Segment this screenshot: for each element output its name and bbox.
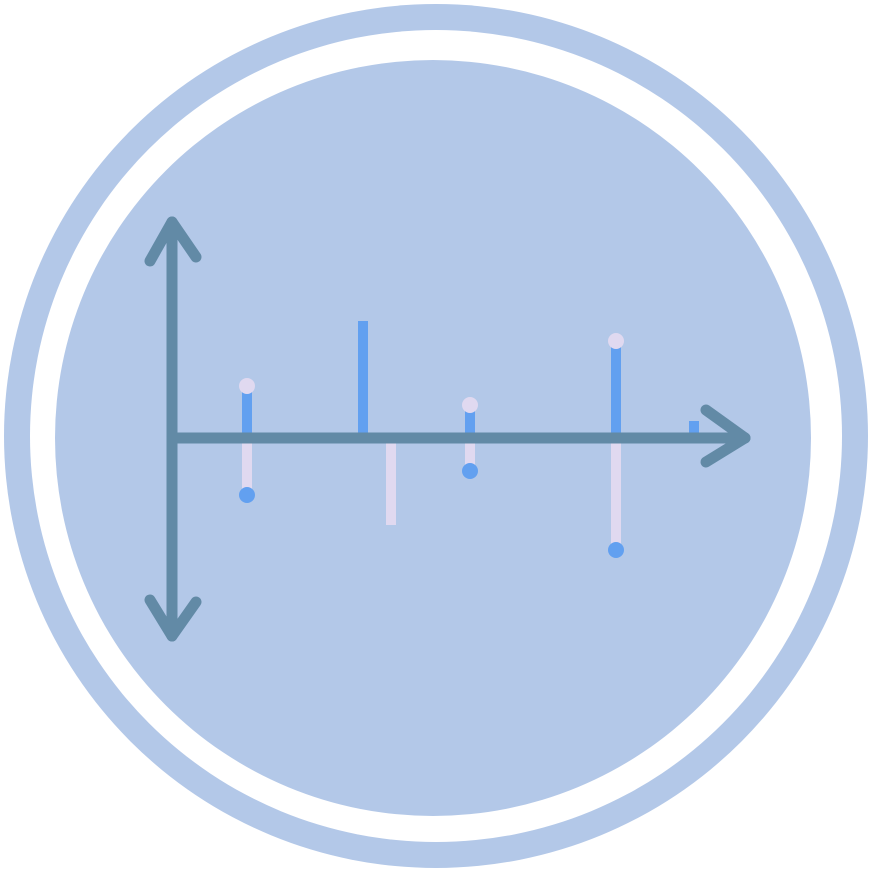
stem-up-4 (611, 341, 621, 438)
stem-up-3 (465, 405, 475, 438)
stem-up-marker-4 (608, 333, 624, 349)
stem-up-marker-1 (239, 378, 255, 394)
stem-up-1 (242, 386, 252, 438)
stem-down-3 (465, 438, 475, 471)
stem-up-5 (689, 421, 699, 438)
stem-up-marker-3 (462, 397, 478, 413)
stem-down-2 (386, 438, 396, 525)
y-arrow-down-icon (144, 594, 202, 642)
y-arrow-up-icon (144, 216, 202, 267)
stem-down-4 (611, 438, 621, 550)
stem-down-1 (242, 438, 252, 495)
stems-group (239, 321, 699, 558)
stem-down-marker-3 (462, 463, 478, 479)
stem-up-2 (358, 321, 368, 438)
x-arrow-right-icon (700, 404, 751, 468)
stem-down-marker-1 (239, 487, 255, 503)
axes-group (144, 216, 751, 642)
stem-down-marker-4 (608, 542, 624, 558)
